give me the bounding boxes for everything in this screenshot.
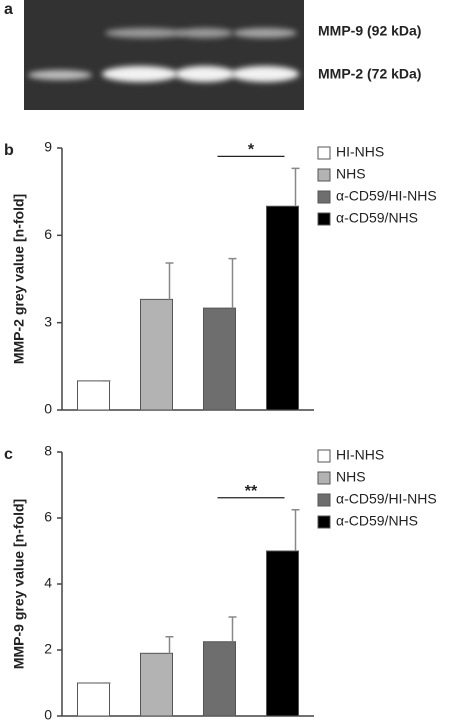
legend-swatch [317,168,331,182]
y-tick-label: 0 [44,707,52,723]
band-label: MMP-9 (92 kDa) [318,23,421,39]
y-tick-label: 8 [44,443,52,459]
significance-label: ** [245,483,258,500]
legend-label: α-CD59/HI-NHS [336,491,437,507]
y-tick-label: 4 [44,575,52,591]
legend-label: NHS [336,469,366,485]
error-bar [165,262,174,300]
legend-swatch [317,515,331,529]
bar [266,205,299,411]
error-bar [291,167,300,207]
y-tick-label: 6 [44,509,52,525]
legend-label: α-CD59/NHS [336,513,418,529]
bar [203,641,236,717]
y-axis-label: MMP-2 grey value [n-fold] [11,194,27,364]
legend-swatch [317,190,331,204]
y-tick-label: 9 [44,139,52,155]
y-tick-label: 3 [44,313,52,329]
legend-label: NHS [336,166,366,182]
legend-label: HI-NHS [336,144,384,160]
legend-swatch [317,493,331,507]
bar [140,652,173,717]
error-bar [228,257,237,309]
y-tick-label: 6 [44,226,52,242]
bar [77,682,110,717]
y-tick-label: 2 [44,641,52,657]
legend-label: HI-NHS [336,447,384,463]
legend-label: α-CD59/HI-NHS [336,188,437,204]
error-bar [228,616,237,642]
y-axis-label: MMP-9 grey value [n-fold] [11,499,27,669]
panel-label: a [4,1,13,18]
legend-label: α-CD59/NHS [336,210,418,226]
y-tick-label: 0 [44,401,52,417]
bar [203,307,236,411]
legend-swatch [317,146,331,160]
panel-label: c [4,446,13,463]
bar [77,380,110,411]
legend-swatch [317,449,331,463]
band-label: MMP-2 (72 kDa) [318,66,421,82]
error-bar [165,636,174,654]
error-bar [291,509,300,551]
legend-swatch [317,471,331,485]
panel-label: b [4,142,14,159]
legend-swatch [317,212,331,226]
bar [140,298,173,411]
gel-image [24,0,304,110]
bar [266,550,299,717]
significance-label: * [248,142,255,159]
